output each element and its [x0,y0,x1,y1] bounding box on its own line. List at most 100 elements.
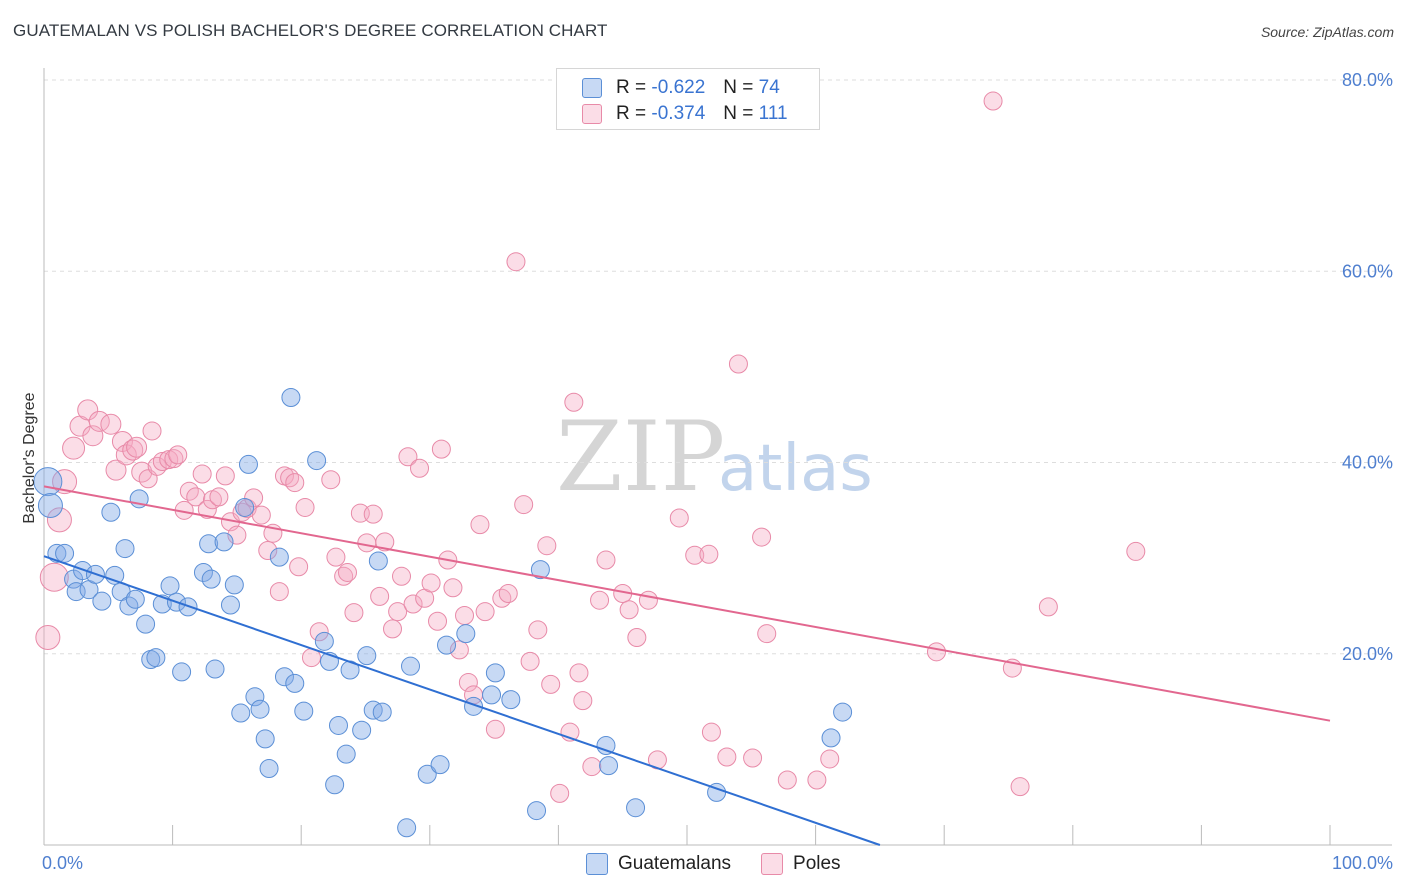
guatemalans-point [193,562,213,582]
poles-point [669,508,689,528]
poles-point [168,445,188,465]
poles-point [126,436,148,458]
guatemalans-point [231,703,251,723]
poles-point [777,770,797,790]
guatemalans-point [372,702,392,722]
poles-point [699,544,719,564]
poles-point [470,515,490,535]
guatemalans-point [238,454,258,474]
guatemalans-point [172,662,192,682]
poles-point [458,672,478,692]
legend-r-label: R = [616,103,647,124]
poles-point [375,532,395,552]
poles-point [569,663,589,683]
guatemalans-point [328,715,348,735]
guatemalans-point [430,755,450,775]
guatemalans-point [136,614,156,634]
series-swatch-poles [761,853,784,875]
poles-point [564,392,584,412]
legend-swatch-guatemalans [582,78,602,98]
poles-point [334,566,354,586]
poles-point [105,459,127,481]
guatemalans-point [214,532,234,552]
poles-point [1038,597,1058,617]
poles-point [506,252,526,272]
poles-point [541,674,561,694]
guatemalans-point [294,701,314,721]
guatemalans-point [368,551,388,571]
poles-point [285,473,305,493]
guatemalans-point [199,534,219,554]
guatemalans-point [501,690,521,710]
guatemalans-point [92,591,112,611]
poles-point [590,590,610,610]
series-swatch-guatemalans [586,853,608,875]
guatemalans-point [33,467,63,497]
guatemalans-point [201,569,221,589]
legend-swatch-poles [582,104,602,124]
poles-point [926,642,946,662]
guatemalans-point [530,560,550,580]
guatemalans-point [599,756,619,776]
y-tick-label: 60.0% [1342,261,1393,281]
poles-point [321,470,341,490]
guatemalans-point [464,696,484,716]
poles-point [82,425,104,447]
poles-point [475,602,495,622]
poles-point [485,719,505,739]
poles-point [1010,777,1030,797]
guatemalans-point [37,493,63,519]
poles-point [100,413,122,435]
series-legend-poles[interactable]: Poles [761,853,841,875]
poles-point [363,504,383,524]
poles-point [983,91,1003,111]
poles-point [192,464,212,484]
poles-point [251,505,271,525]
guatemalans-point [146,648,166,668]
poles-point [421,573,441,593]
series-legend-guatemalans[interactable]: Guatemalans [586,853,731,875]
guatemalans-point [245,687,265,707]
guatemalans-point [235,497,255,517]
guatemalans-point [269,547,289,567]
poles-point [39,562,69,592]
poles-point [122,439,144,461]
legend-n-guatemalans: 74 [758,77,780,98]
poles-point [743,748,763,768]
poles-point [209,487,229,507]
poles-point [728,354,748,374]
guatemalans-point [220,595,240,615]
series-legend: Guatemalans Poles [586,853,871,875]
watermark-atlas: atlas [718,432,873,506]
poles-point [258,540,278,560]
poles-point [752,527,772,547]
legend-r-poles: -0.374 [651,103,706,124]
poles-point [326,547,346,567]
poles-trendline [43,485,1331,722]
poles-point [685,545,705,565]
poles-point [498,584,518,604]
y-tick-label: 40.0% [1342,453,1393,473]
y-tick-label: 20.0% [1342,644,1393,664]
correlation-legend: R = -0.622 N = 74 R = -0.374 N = 111 [556,68,820,130]
poles-point [337,562,357,582]
poles-point [537,536,557,556]
legend-row-poles: R = -0.374 N = 111 [582,102,788,126]
poles-point [164,449,184,469]
chart-title: GUATEMALAN VS POLISH BACHELOR'S DEGREE C… [13,21,608,40]
poles-point [269,582,289,602]
guatemalans-point [357,646,377,666]
legend-r-guatemalans: -0.622 [651,77,706,98]
watermark-zip: ZIP [556,401,725,513]
poles-point [398,447,418,467]
guatemalans-point [274,667,294,687]
poles-point [573,691,593,711]
source-credit: Source: ZipAtlas.com [1260,24,1394,40]
tick-labels: 20.0% 40.0% 60.0% 80.0% 0.0% 100.0% [42,70,1393,873]
guatemalans-point [456,624,476,644]
guatemalans-point [397,818,417,838]
guatemalans-point [821,728,841,748]
poles-point [289,557,309,577]
guatemalans-point [307,451,327,471]
